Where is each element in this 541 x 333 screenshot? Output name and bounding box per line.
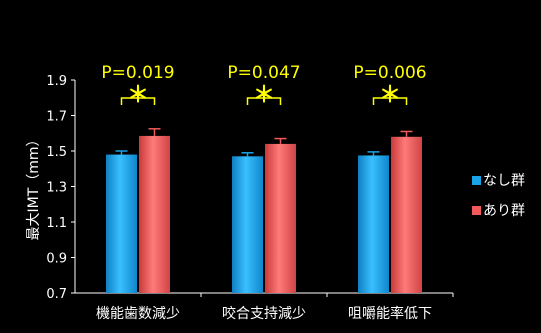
- significance-star: ＊: [127, 83, 149, 108]
- significance-bracket: [372, 97, 408, 105]
- legend-swatch: [472, 206, 481, 215]
- bar-ari: [139, 135, 170, 293]
- axes: 0.7 0.9 1.1 1.3 1.5 1.7 1.9 最大IMT（mm） 機能歯数減少 咬合支持…: [26, 74, 454, 322]
- significance-bracket: [246, 97, 282, 105]
- y-tick-label: 1.3: [46, 181, 67, 196]
- x-category-label: 咬合支持減少: [222, 305, 306, 322]
- significance-bracket: [120, 97, 156, 105]
- significance-star: ＊: [379, 83, 401, 108]
- significance-star: ＊: [253, 83, 275, 108]
- annotations: ＊P=0.019＊P=0.047＊P=0.006: [101, 63, 426, 108]
- bar-nashi: [358, 155, 389, 293]
- bar-ari: [265, 143, 296, 293]
- bar-nashi: [106, 154, 137, 293]
- legend-label: あり群: [483, 203, 525, 219]
- bar-nashi: [232, 156, 263, 293]
- legend-swatch: [472, 176, 481, 185]
- y-axis-label: 最大IMT（mm）: [26, 132, 42, 240]
- x-category-label: 咀嚼能率低下: [348, 305, 432, 322]
- y-tick-label: 1.9: [46, 74, 67, 89]
- bars: [106, 128, 422, 293]
- legend-label: なし群: [483, 173, 525, 189]
- p-value-label: P=0.019: [101, 63, 174, 83]
- y-tick-label: 0.9: [46, 252, 67, 267]
- bar-ari: [391, 136, 422, 293]
- x-category-label: 機能歯数減少: [96, 305, 180, 322]
- y-tick-label: 0.7: [46, 287, 67, 302]
- p-value-label: P=0.006: [353, 63, 426, 83]
- y-tick-label: 1.5: [46, 145, 67, 160]
- y-tick-label: 1.1: [46, 216, 67, 231]
- p-value-label: P=0.047: [227, 63, 300, 83]
- y-tick-label: 1.7: [46, 110, 67, 125]
